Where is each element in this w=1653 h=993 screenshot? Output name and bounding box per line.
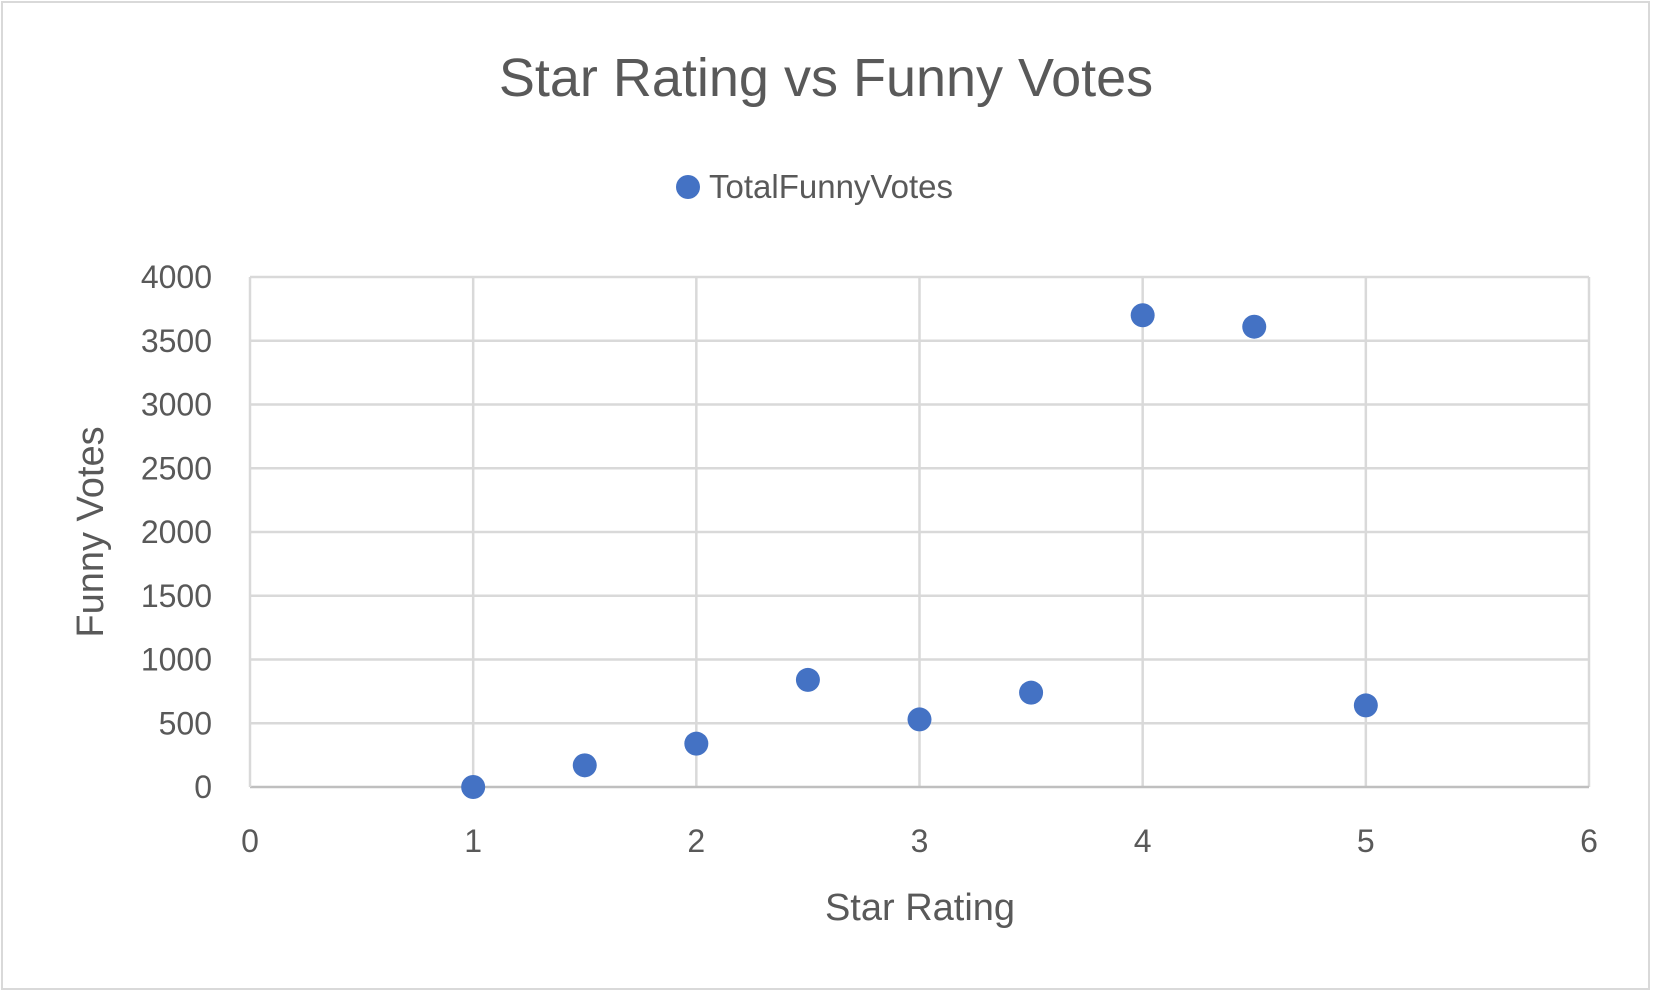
x-tick-label: 4: [1134, 823, 1152, 859]
x-tick-label: 2: [687, 823, 705, 859]
data-point: [1130, 303, 1155, 328]
data-point: [795, 667, 820, 692]
x-tick-labels: 0 1 2 3 4 5 6: [241, 823, 1598, 859]
y-tick-label: 2000: [141, 514, 212, 550]
legend-marker: [676, 175, 700, 199]
x-tick-label: 6: [1580, 823, 1598, 859]
data-point: [1353, 693, 1378, 718]
y-tick-label: 2500: [141, 450, 212, 486]
x-tick-label: 1: [464, 823, 482, 859]
data-point: [684, 731, 709, 756]
data-point: [907, 707, 932, 732]
x-tick-label: 0: [241, 823, 259, 859]
y-axis-label: Funny Votes: [70, 426, 112, 637]
y-tick-label: 3500: [141, 323, 212, 359]
y-tick-label: 0: [194, 769, 212, 805]
y-tick-label: 3000: [141, 387, 212, 423]
data-point: [572, 753, 597, 778]
y-tick-labels: 0 500 1000 1500 2000 2500 3000 3500 4000: [141, 259, 212, 805]
data-points: [461, 303, 1378, 799]
legend: TotalFunnyVotes: [676, 168, 953, 205]
data-point: [461, 775, 486, 799]
x-tick-label: 3: [911, 823, 929, 859]
legend-label: TotalFunnyVotes: [709, 168, 953, 205]
chart-title: Star Rating vs Funny Votes: [499, 48, 1153, 108]
y-tick-label: 1500: [141, 578, 212, 614]
y-tick-label: 500: [159, 705, 212, 741]
y-tick-label: 1000: [141, 642, 212, 678]
data-point: [1019, 680, 1044, 705]
x-tick-label: 5: [1357, 823, 1375, 859]
grid-layer: [250, 275, 1591, 787]
x-axis-label: Star Rating: [825, 887, 1015, 929]
data-point: [1242, 314, 1267, 339]
y-tick-label: 4000: [141, 259, 212, 295]
